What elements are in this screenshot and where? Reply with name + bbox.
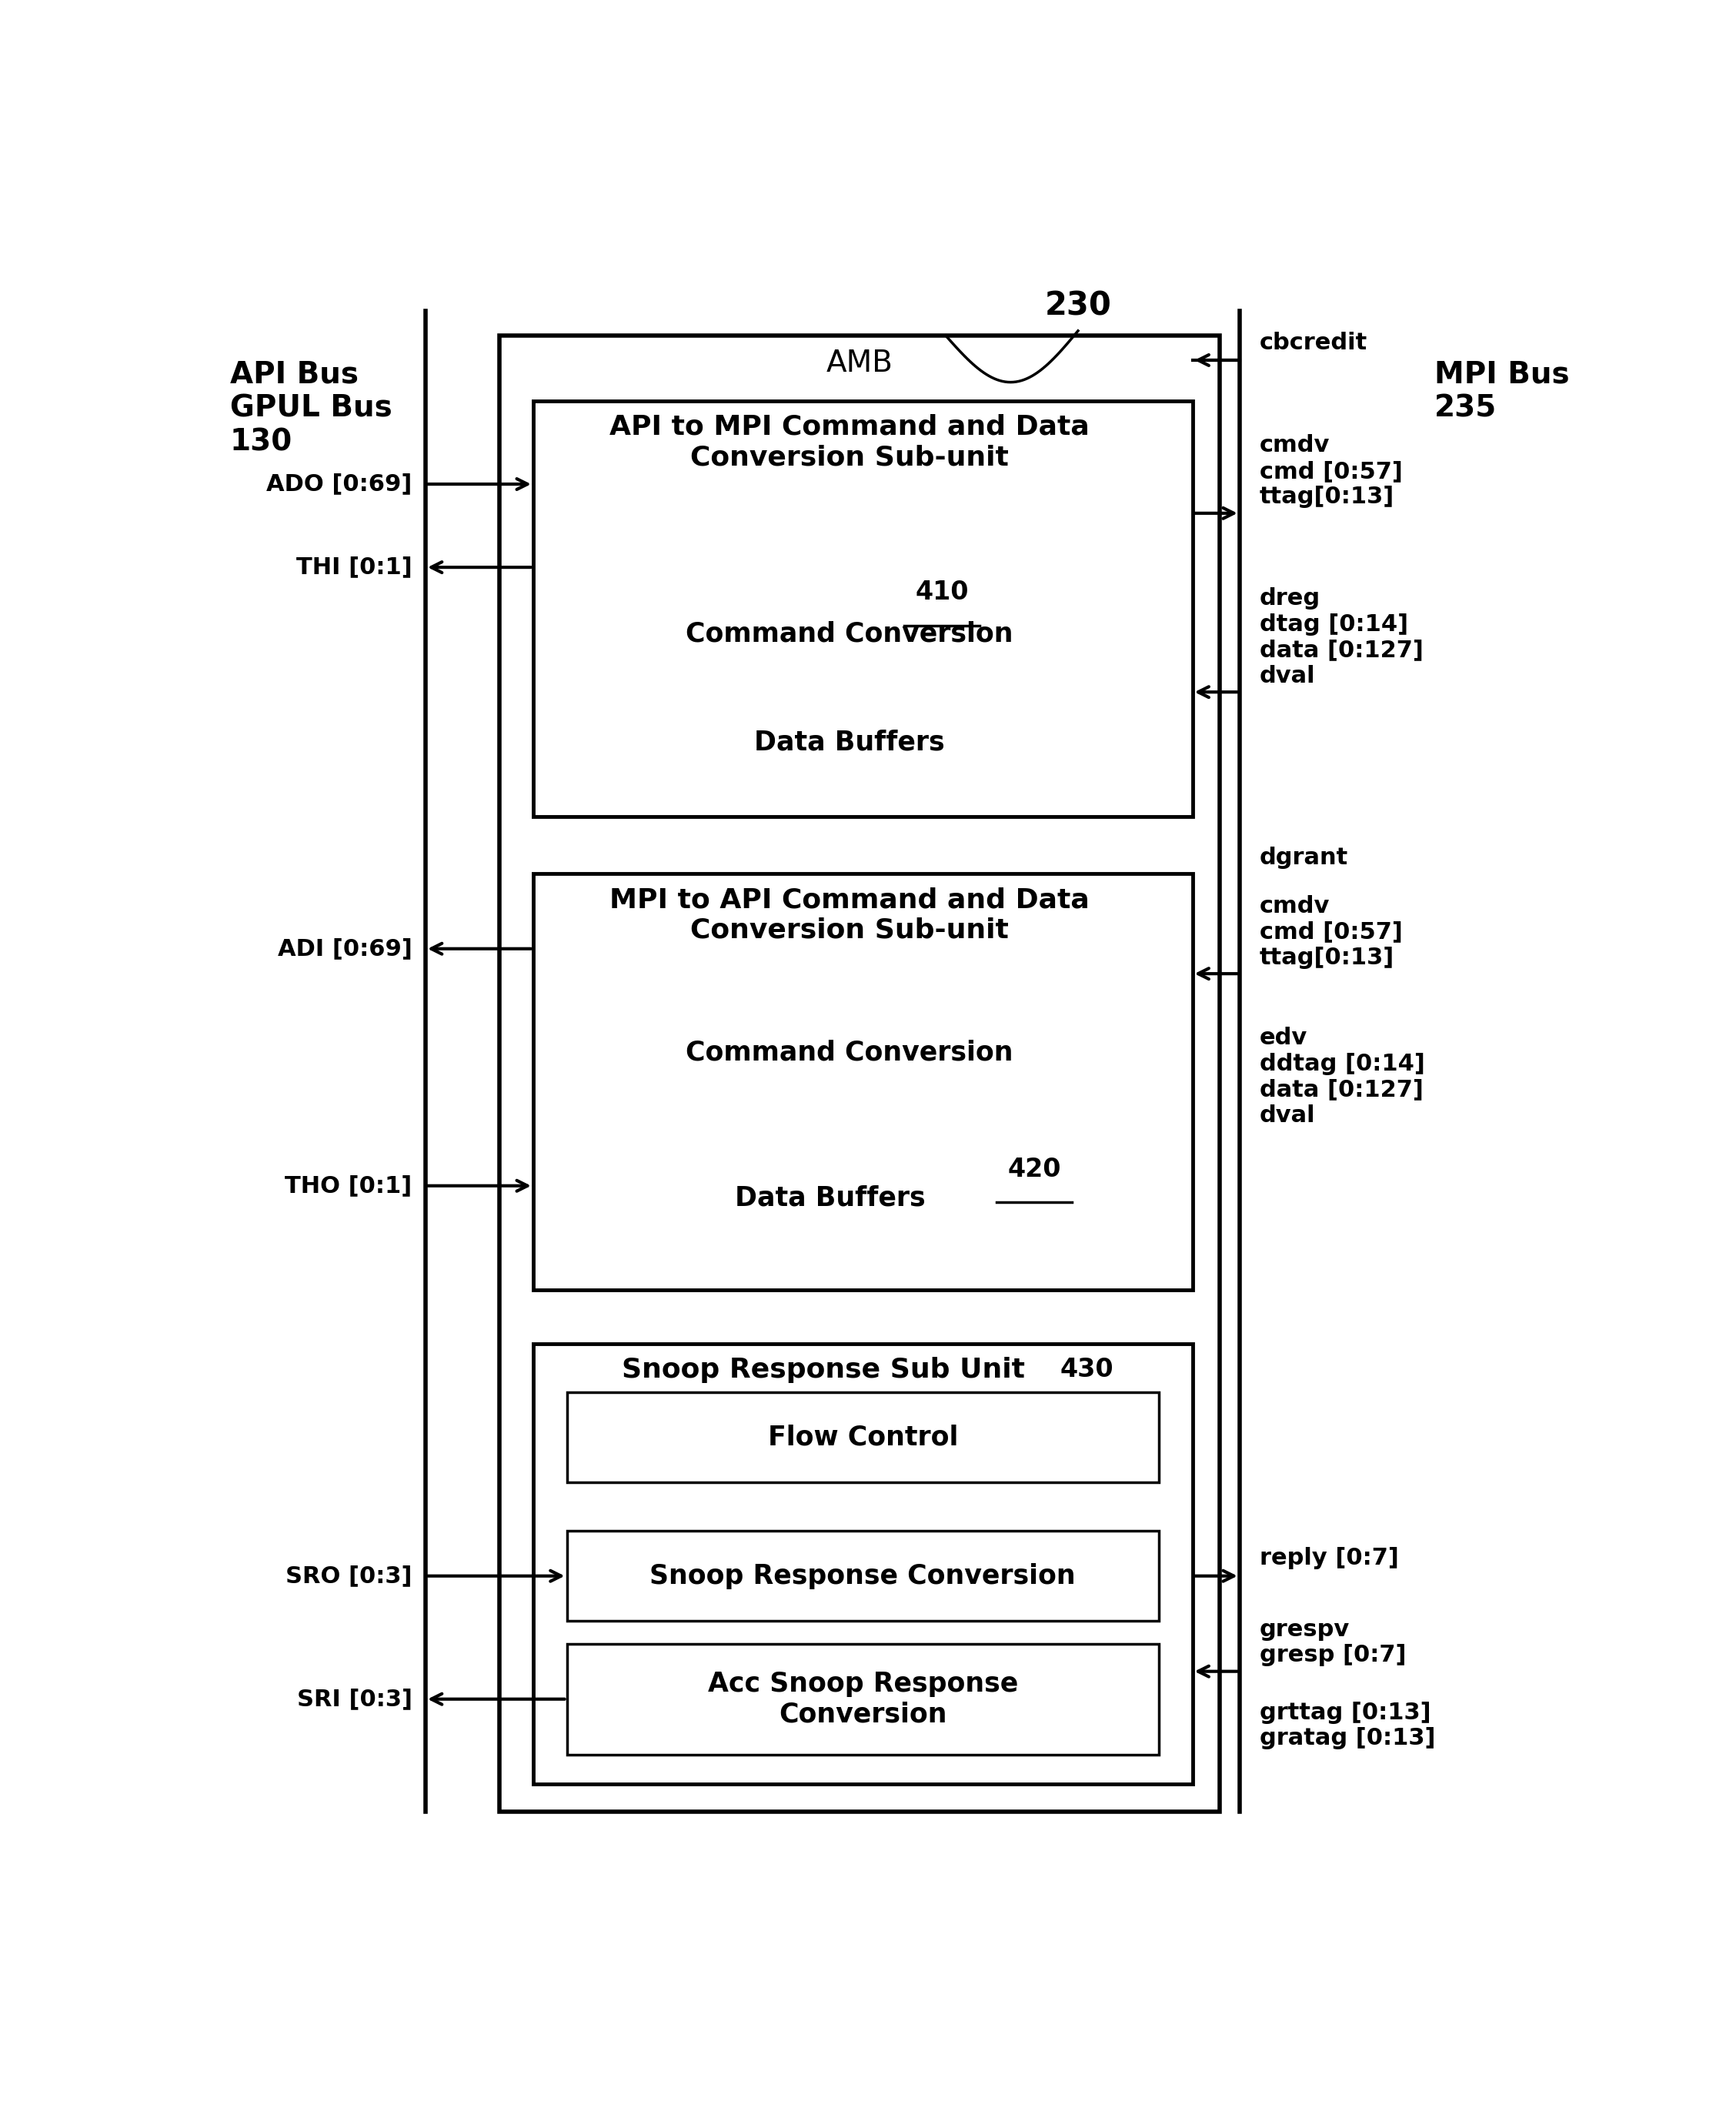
Bar <box>533 1343 1193 1783</box>
Text: AMB: AMB <box>826 349 892 377</box>
Text: Snoop Response Conversion: Snoop Response Conversion <box>649 1563 1076 1588</box>
Text: ADI [0:69]: ADI [0:69] <box>278 938 411 959</box>
Text: Command Conversion: Command Conversion <box>686 621 1014 646</box>
Text: 410: 410 <box>915 580 969 606</box>
Text: Snoop Response Sub Unit: Snoop Response Sub Unit <box>621 1358 1024 1383</box>
Bar <box>566 1392 1160 1483</box>
Text: cmdv
cmd [0:57]
ttag[0:13]: cmdv cmd [0:57] ttag[0:13] <box>1260 434 1403 508</box>
Text: cbcredit: cbcredit <box>1260 330 1368 354</box>
Text: API Bus
GPUL Bus
130: API Bus GPUL Bus 130 <box>231 360 392 457</box>
Text: SRI [0:3]: SRI [0:3] <box>297 1688 411 1709</box>
Text: Command Conversion: Command Conversion <box>686 1040 1014 1065</box>
Text: Data Buffers: Data Buffers <box>734 1186 925 1211</box>
Text: Flow Control: Flow Control <box>767 1423 958 1451</box>
Text: THI [0:1]: THI [0:1] <box>297 557 411 578</box>
Bar <box>566 1644 1160 1754</box>
Text: 230: 230 <box>1045 290 1111 322</box>
Text: reply [0:7]: reply [0:7] <box>1260 1546 1399 1569</box>
Text: dreg
dtag [0:14]
data [0:127]
dval: dreg dtag [0:14] data [0:127] dval <box>1260 587 1424 686</box>
Bar <box>533 875 1193 1290</box>
Text: cmdv
cmd [0:57]
ttag[0:13]: cmdv cmd [0:57] ttag[0:13] <box>1260 894 1403 968</box>
Text: MPI Bus
235: MPI Bus 235 <box>1434 360 1569 424</box>
Text: Acc Snoop Response
Conversion: Acc Snoop Response Conversion <box>708 1671 1017 1728</box>
Text: grttag [0:13]
gratag [0:13]: grttag [0:13] gratag [0:13] <box>1260 1701 1436 1749</box>
Text: API to MPI Command and Data
Conversion Sub-unit: API to MPI Command and Data Conversion S… <box>609 413 1090 470</box>
Bar <box>566 1531 1160 1620</box>
Text: THO [0:1]: THO [0:1] <box>285 1175 411 1197</box>
Text: Data Buffers: Data Buffers <box>755 729 944 754</box>
Bar <box>500 335 1219 1811</box>
Text: MPI to API Command and Data
Conversion Sub-unit: MPI to API Command and Data Conversion S… <box>609 887 1090 943</box>
Text: dgrant: dgrant <box>1260 847 1349 868</box>
Text: 430: 430 <box>1061 1358 1115 1383</box>
Bar <box>533 400 1193 818</box>
Text: grespv
gresp [0:7]: grespv gresp [0:7] <box>1260 1618 1406 1667</box>
Text: ADO [0:69]: ADO [0:69] <box>266 472 411 496</box>
Text: SRO [0:3]: SRO [0:3] <box>285 1565 411 1586</box>
Text: 420: 420 <box>1007 1156 1061 1182</box>
Text: edv
ddtag [0:14]
data [0:127]
dval: edv ddtag [0:14] data [0:127] dval <box>1260 1027 1425 1127</box>
